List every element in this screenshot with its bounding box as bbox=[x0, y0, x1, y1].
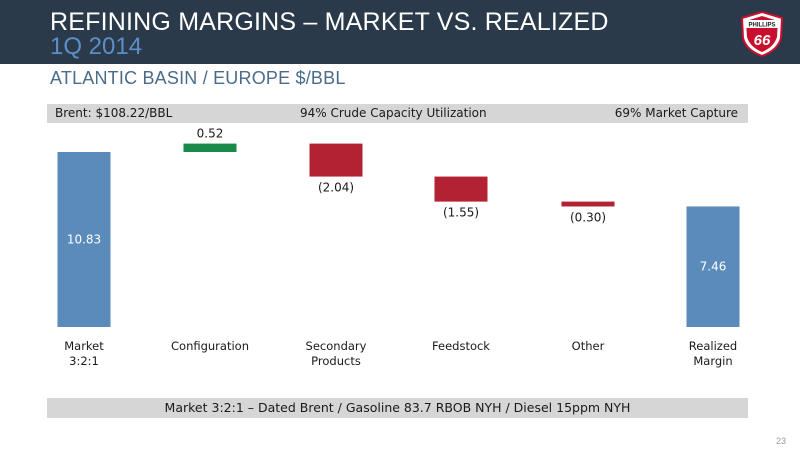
bar-value-label-4: (0.30) bbox=[570, 210, 606, 224]
brent-price: Brent: $108.22/BBL bbox=[55, 106, 173, 120]
phillips-66-logo-icon: PHILLIPS 66 bbox=[740, 10, 784, 58]
page-title: REFINING MARGINS – MARKET VS. REALIZED bbox=[50, 8, 609, 36]
period-label: 1Q 2014 bbox=[50, 33, 143, 60]
bar-3 bbox=[434, 176, 488, 202]
bar-value-label-2: (2.04) bbox=[318, 181, 354, 195]
category-label-0: Market 3:2:1 bbox=[64, 339, 104, 368]
bar-value-label-5: 7.46 bbox=[700, 260, 727, 274]
chart-title: ATLANTIC BASIN / EUROPE $/BBL bbox=[50, 68, 346, 88]
market-capture: 69% Market Capture bbox=[614, 106, 738, 120]
bar-value-label-0: 10.83 bbox=[67, 233, 101, 247]
category-label-4: Other bbox=[572, 339, 605, 353]
info-bar: Brent: $108.22/BBL 94% Crude Capacity Ut… bbox=[47, 104, 748, 123]
capacity-utilization: 94% Crude Capacity Utilization bbox=[300, 106, 487, 120]
footer-note: Market 3:2:1 – Dated Brent / Gasoline 83… bbox=[47, 398, 748, 418]
category-label-5: Realized Margin bbox=[689, 339, 737, 368]
bar-4 bbox=[561, 201, 615, 207]
category-label-2: Secondary Products bbox=[306, 339, 367, 368]
bar-2 bbox=[309, 143, 363, 177]
category-label-3: Feedstock bbox=[432, 339, 490, 353]
header-bar: REFINING MARGINS – MARKET VS. REALIZED 1… bbox=[0, 0, 800, 64]
category-label-1: Configuration bbox=[171, 339, 249, 353]
bar-1 bbox=[183, 143, 237, 153]
bar-value-label-1: 0.52 bbox=[197, 127, 224, 141]
bar-value-label-3: (1.55) bbox=[443, 206, 479, 220]
logo-text-number: 66 bbox=[754, 32, 771, 49]
bar-5 bbox=[686, 206, 740, 327]
page-number: 23 bbox=[776, 436, 787, 446]
bar-0 bbox=[57, 152, 111, 327]
logo-text-top: PHILLIPS bbox=[748, 23, 775, 29]
